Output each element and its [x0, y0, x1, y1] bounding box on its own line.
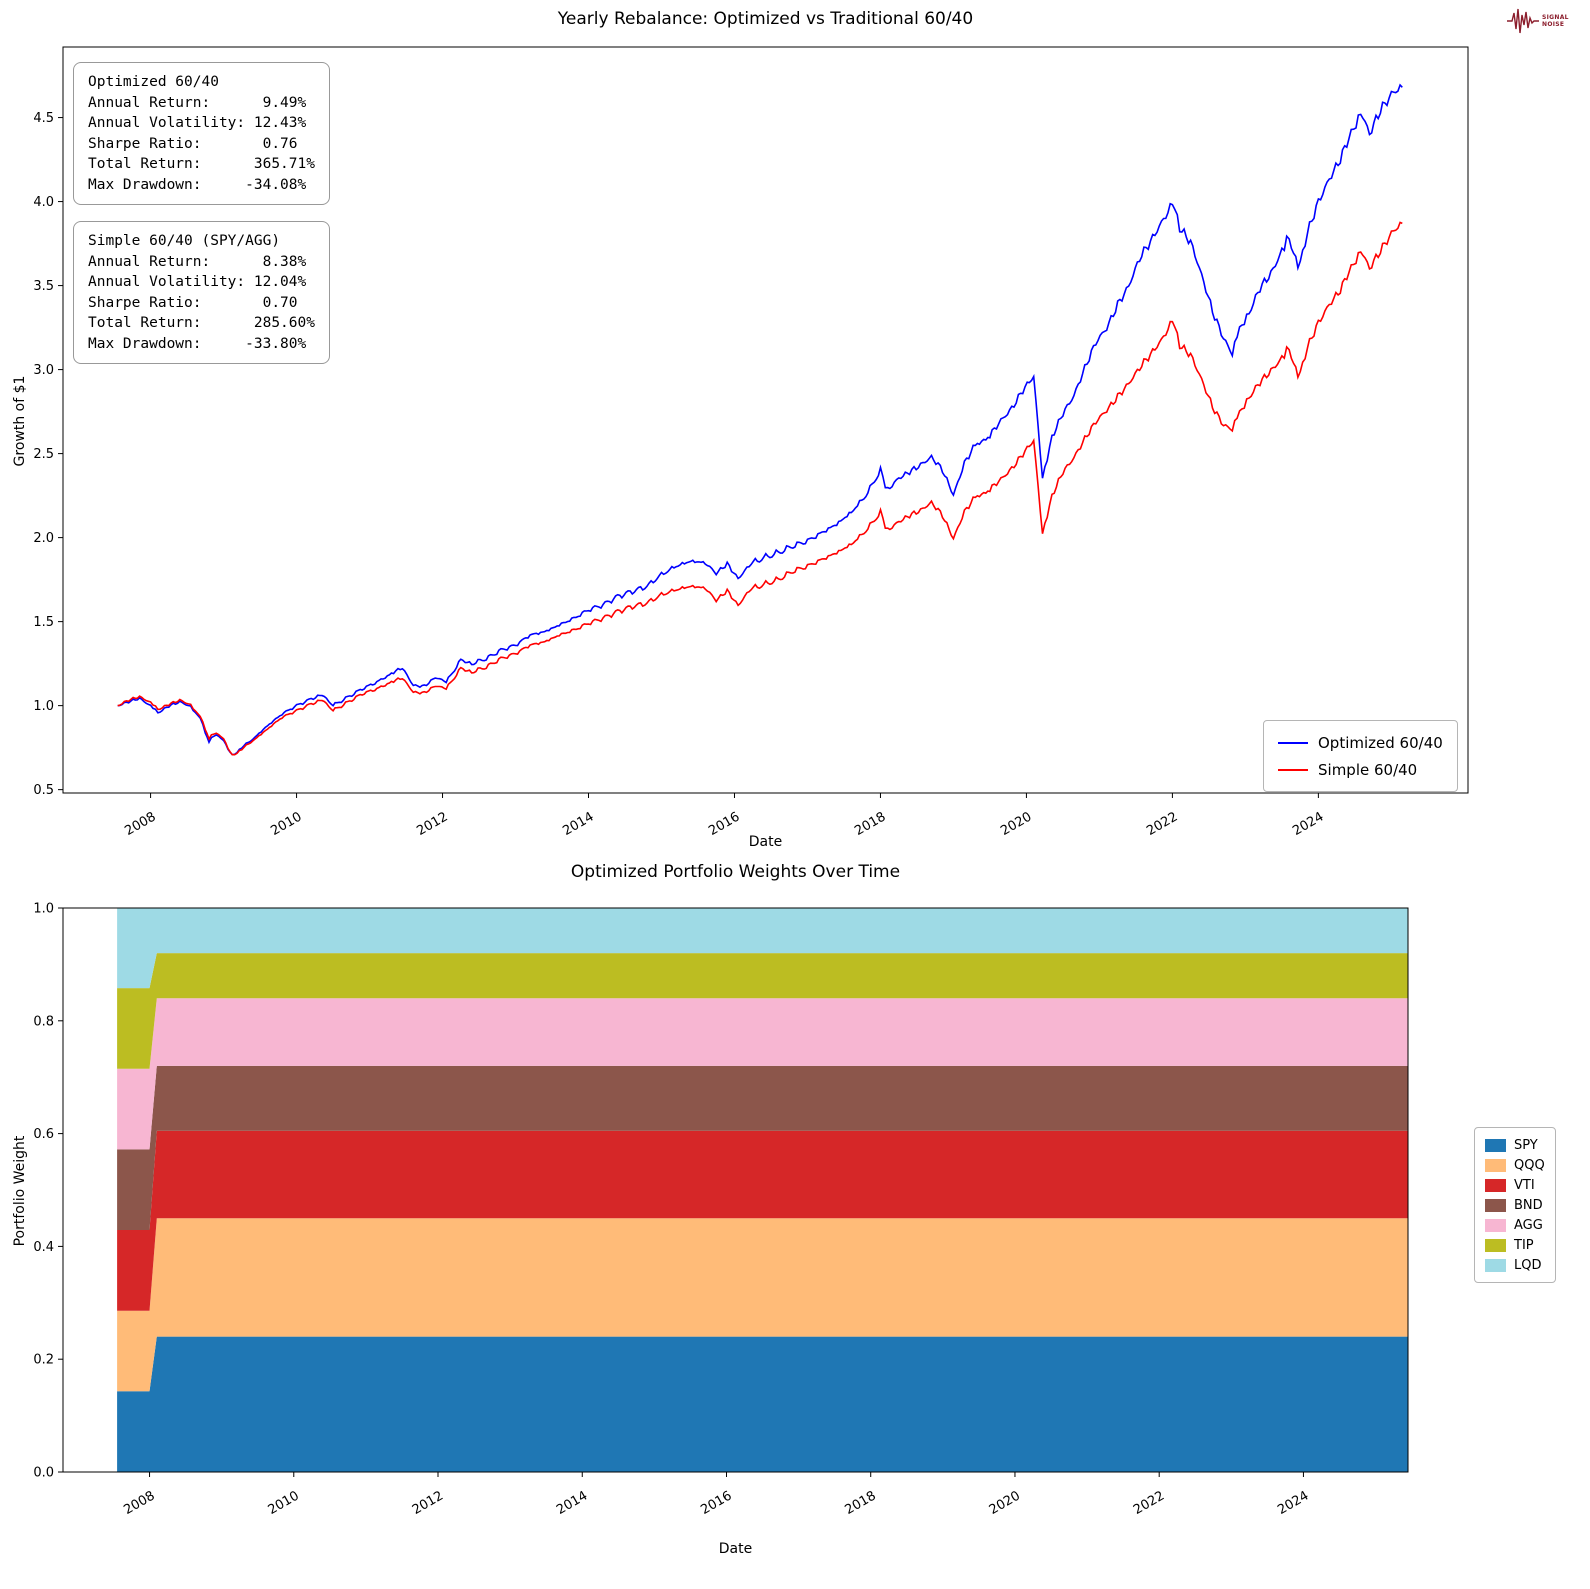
- optimized-line-swatch: [1278, 741, 1308, 744]
- svg-text:4.0: 4.0: [33, 195, 54, 210]
- simple-stats-box: Simple 60/40 (SPY/AGG) Annual Return: 8.…: [73, 221, 330, 364]
- agg-swatch: [1485, 1218, 1506, 1232]
- lqd-swatch: [1485, 1258, 1506, 1272]
- svg-text:0.2: 0.2: [33, 1353, 54, 1368]
- svg-text:0.5: 0.5: [33, 783, 54, 798]
- svg-text:1.5: 1.5: [33, 615, 54, 630]
- svg-text:2016: 2016: [698, 1488, 734, 1518]
- growth-chart-legend: Optimized 60/40 Simple 60/40: [1263, 720, 1458, 792]
- svg-text:1.0: 1.0: [33, 902, 54, 917]
- signal-noise-logo: SIGNAL NOISE: [1506, 4, 1569, 38]
- legend-item-optimized: Optimized 60/40: [1278, 729, 1443, 756]
- stat-line: Sharpe Ratio: 0.70: [88, 294, 298, 311]
- legend-label: Simple 60/40: [1318, 760, 1418, 779]
- stat-line: Annual Return: 8.38%: [88, 253, 307, 270]
- legend-item-qqq: QQQ: [1485, 1155, 1545, 1175]
- optimized-stats-box: Optimized 60/40 Annual Return: 9.49% Ann…: [73, 62, 330, 205]
- svg-text:3.0: 3.0: [33, 363, 54, 378]
- legend-label: Optimized 60/40: [1318, 733, 1443, 752]
- legend-item-agg: AGG: [1485, 1215, 1545, 1235]
- legend-item-vti: VTI: [1485, 1175, 1545, 1195]
- weights-chart-legend: SPY QQQ VTI BND AGG TIP LQD: [1474, 1127, 1556, 1283]
- legend-item-bnd: BND: [1485, 1195, 1545, 1215]
- tip-swatch: [1485, 1238, 1506, 1252]
- stat-line: Total Return: 365.71%: [88, 156, 315, 172]
- svg-text:2018: 2018: [843, 1488, 879, 1518]
- simple-line-swatch: [1278, 768, 1308, 771]
- svg-text:2014: 2014: [554, 1488, 590, 1518]
- svg-text:2.5: 2.5: [33, 447, 54, 462]
- bnd-swatch: [1485, 1198, 1506, 1212]
- stat-line: Total Return: 285.60%: [88, 315, 315, 331]
- svg-text:2022: 2022: [1131, 1488, 1167, 1518]
- svg-text:4.5: 4.5: [33, 111, 54, 126]
- svg-text:2.0: 2.0: [33, 531, 54, 546]
- stat-line: Max Drawdown: -33.80%: [88, 335, 307, 352]
- legend-item-lqd: LQD: [1485, 1255, 1545, 1275]
- stat-line: Annual Return: 9.49%: [88, 94, 307, 111]
- svg-text:1.0: 1.0: [33, 699, 54, 714]
- weights-chart-title: Optimized Portfolio Weights Over Time: [570, 862, 901, 882]
- svg-text:0.8: 0.8: [33, 1014, 54, 1029]
- qqq-swatch: [1485, 1158, 1506, 1172]
- stat-line: Max Drawdown: -34.08%: [88, 176, 307, 193]
- svg-text:2020: 2020: [987, 1488, 1023, 1518]
- growth-chart-title: Yearly Rebalance: Optimized vs Tradition…: [557, 9, 974, 29]
- stat-line: Optimized 60/40: [88, 74, 219, 90]
- logo-line-1: SIGNAL: [1542, 14, 1569, 21]
- svg-text:2010: 2010: [266, 1488, 302, 1518]
- legend-label: VTI: [1514, 1177, 1535, 1193]
- svg-text:2012: 2012: [410, 1488, 446, 1518]
- legend-item-simple: Simple 60/40: [1278, 756, 1443, 783]
- svg-text:2008: 2008: [121, 1488, 157, 1518]
- stat-line: Annual Volatility: 12.43%: [88, 115, 307, 131]
- svg-text:0.0: 0.0: [33, 1466, 54, 1481]
- legend-label: TIP: [1514, 1237, 1534, 1253]
- weights-chart-xlabel: Date: [718, 1541, 753, 1557]
- svg-text:3.5: 3.5: [33, 279, 54, 294]
- legend-label: LQD: [1514, 1257, 1542, 1273]
- legend-item-spy: SPY: [1485, 1135, 1545, 1155]
- spy-swatch: [1485, 1138, 1506, 1152]
- legend-item-tip: TIP: [1485, 1235, 1545, 1255]
- legend-label: AGG: [1514, 1217, 1543, 1233]
- stat-line: Sharpe Ratio: 0.76: [88, 135, 298, 152]
- weights-chart-ylabel: Portfolio Weight: [12, 1135, 28, 1247]
- vti-swatch: [1485, 1178, 1506, 1192]
- logo-line-2: NOISE: [1542, 21, 1565, 28]
- waveform-icon: [1507, 8, 1539, 34]
- legend-label: QQQ: [1514, 1157, 1545, 1173]
- growth-chart-xlabel: Date: [748, 834, 783, 850]
- svg-text:2024: 2024: [1275, 1488, 1311, 1518]
- legend-label: BND: [1514, 1197, 1543, 1213]
- svg-text:0.4: 0.4: [33, 1240, 54, 1255]
- growth-chart-ylabel: Growth of $1: [12, 375, 28, 467]
- stat-line: Annual Volatility: 12.04%: [88, 274, 307, 290]
- stat-line: Simple 60/40 (SPY/AGG): [88, 233, 281, 249]
- legend-label: SPY: [1514, 1137, 1538, 1153]
- logo-text: SIGNAL NOISE: [1542, 14, 1569, 28]
- svg-text:0.6: 0.6: [33, 1127, 54, 1142]
